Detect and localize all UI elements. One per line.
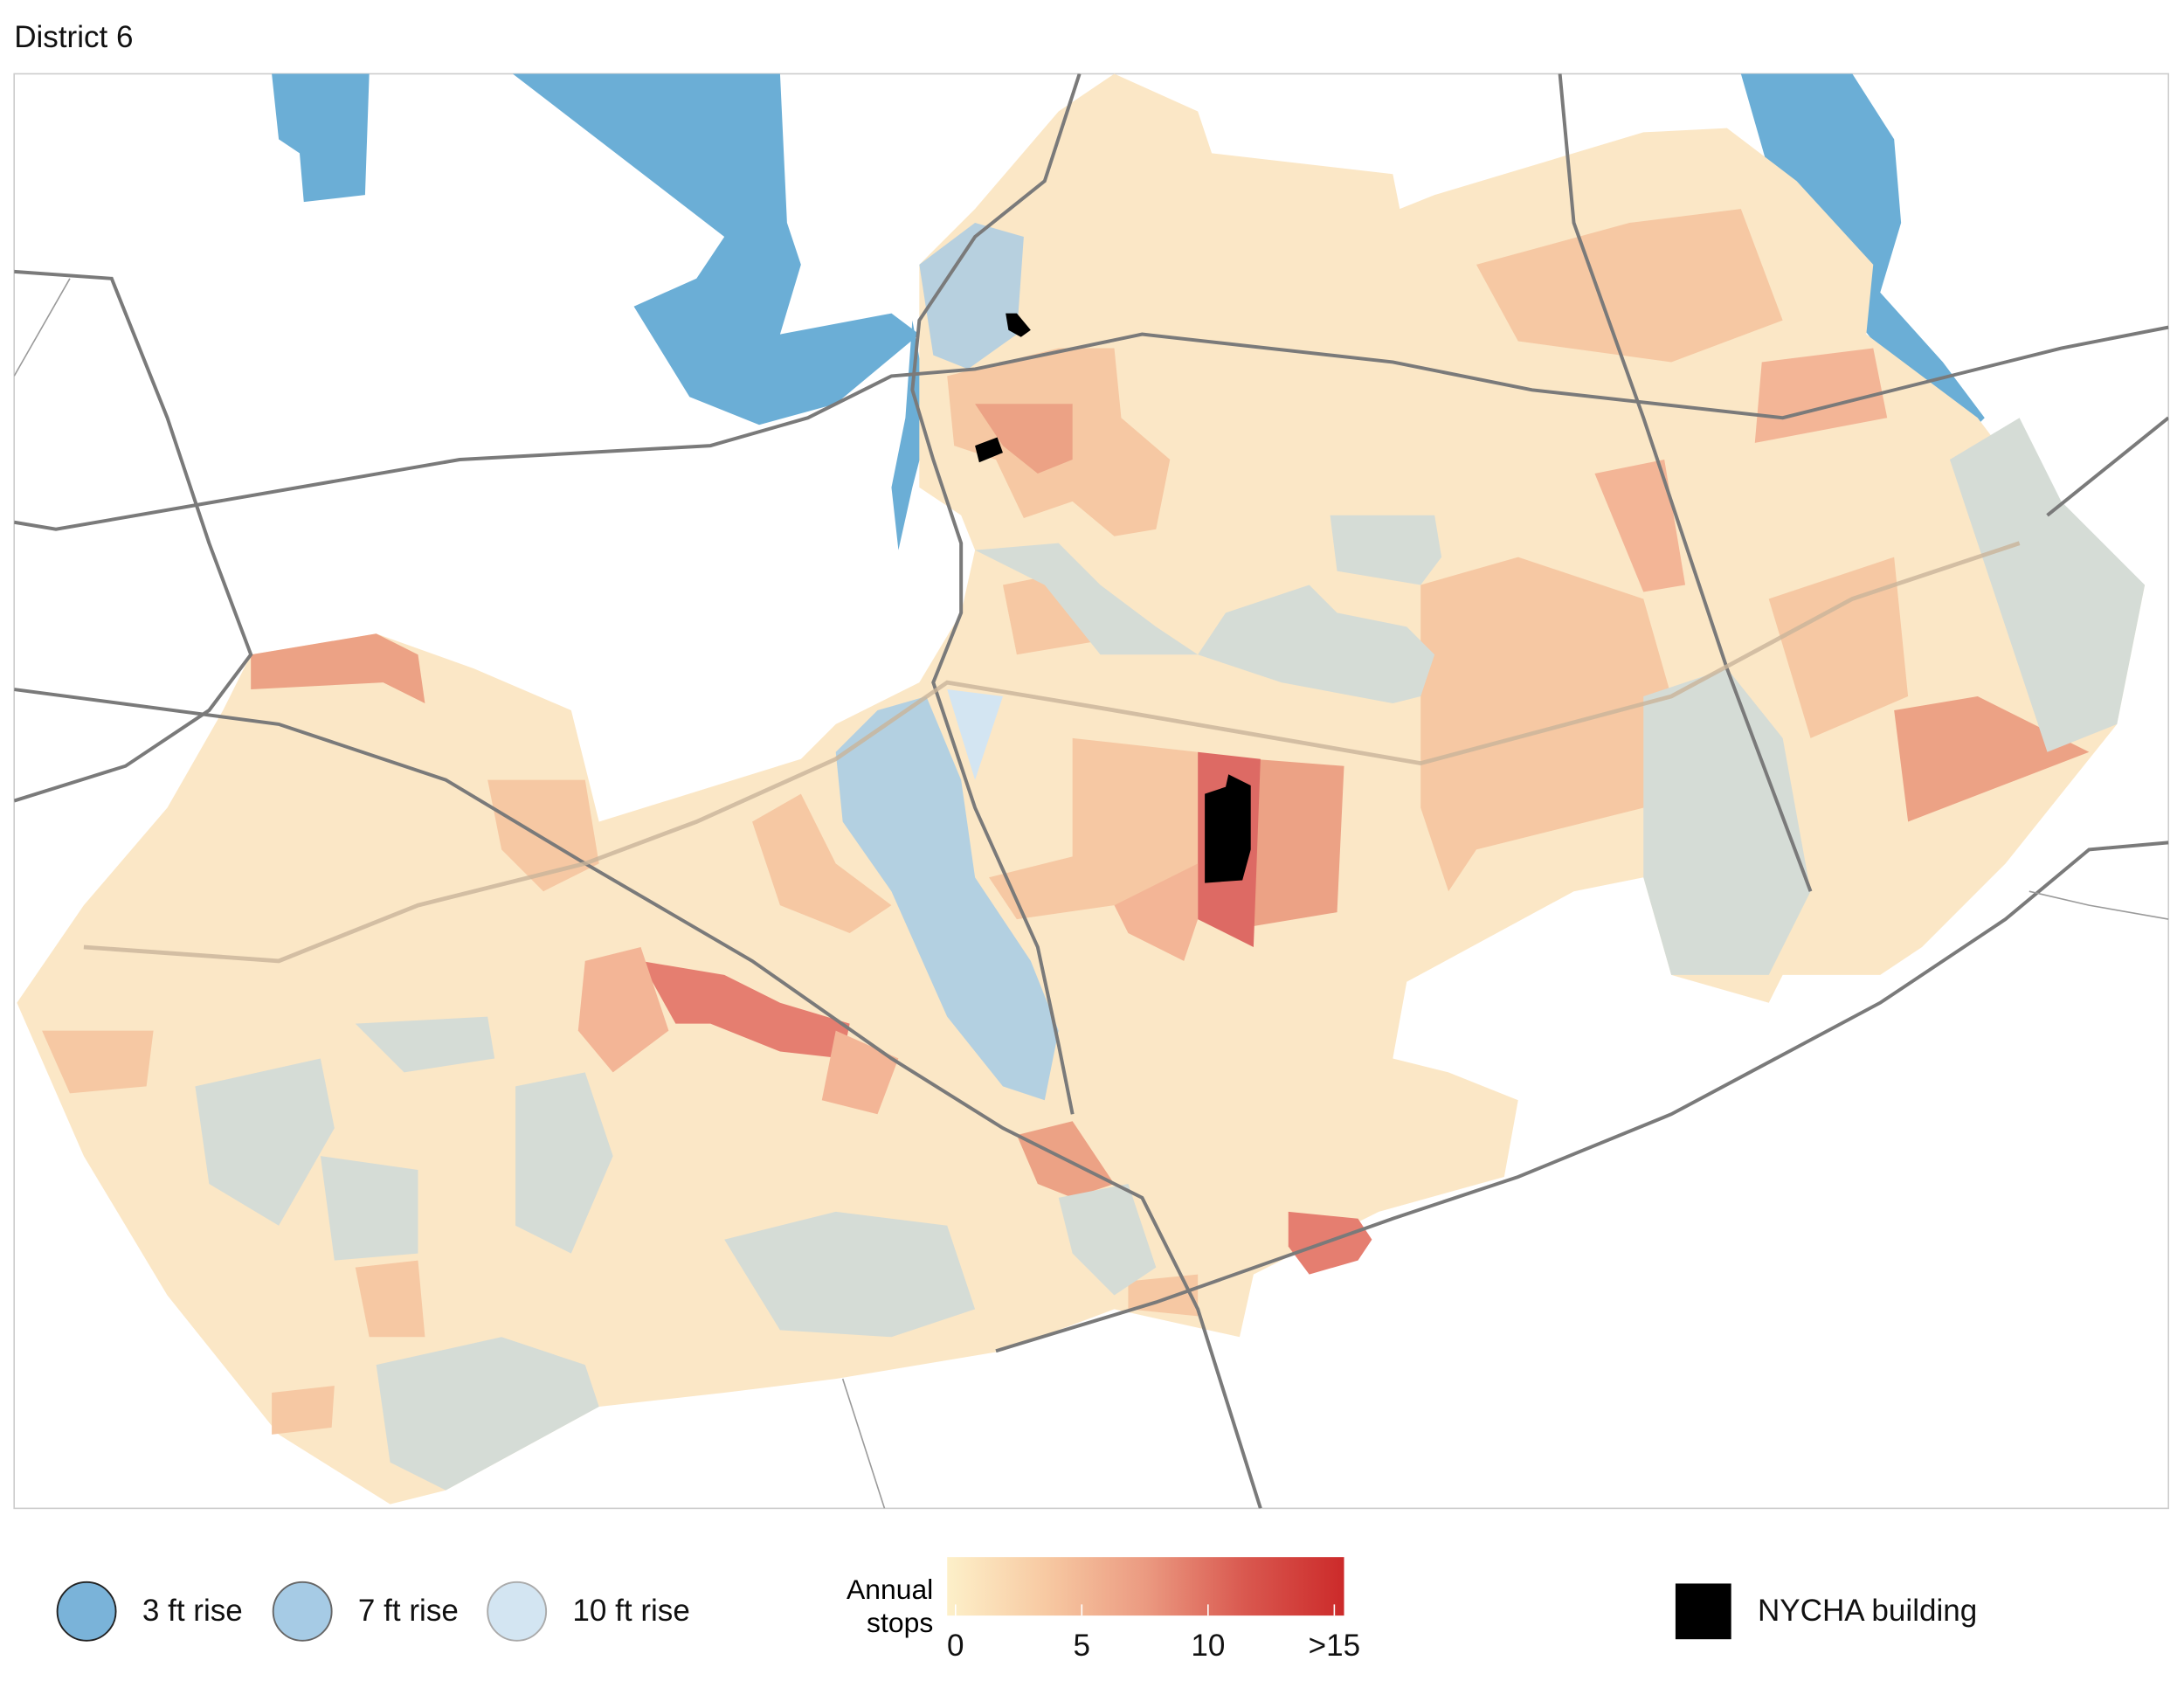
colorbar-label-box: Annual stops [846,1574,934,1640]
roads [14,73,2169,1509]
parks [195,418,2146,1491]
legend-swatch [272,1581,333,1642]
map-title: District 6 [14,20,133,54]
colorbar-label: Annual stops [846,1574,934,1640]
colorbar-tick-label: 0 [947,1629,964,1663]
colorbar-tick-label: 10 [1191,1629,1225,1663]
legend-swatch [1675,1583,1731,1640]
colorbar-tick-label: >15 [1309,1629,1360,1663]
legend-label: 10 ft rise [572,1594,689,1628]
legend-swatch [487,1581,548,1642]
colorbar [947,1557,1344,1616]
flood-zones [835,223,1059,1101]
nycha-buildings [975,313,1251,883]
legend-label: NYCHA building [1758,1594,1977,1628]
colorbar-tick-label: 5 [1074,1629,1091,1663]
legend-swatch [56,1581,117,1642]
legend-label: 7 ft rise [358,1594,459,1628]
legend-label: 3 ft rise [142,1594,243,1628]
map [13,73,2170,1510]
legend: 3 ft rise 7 ft rise 10 ft rise Annual st… [56,1557,1977,1642]
